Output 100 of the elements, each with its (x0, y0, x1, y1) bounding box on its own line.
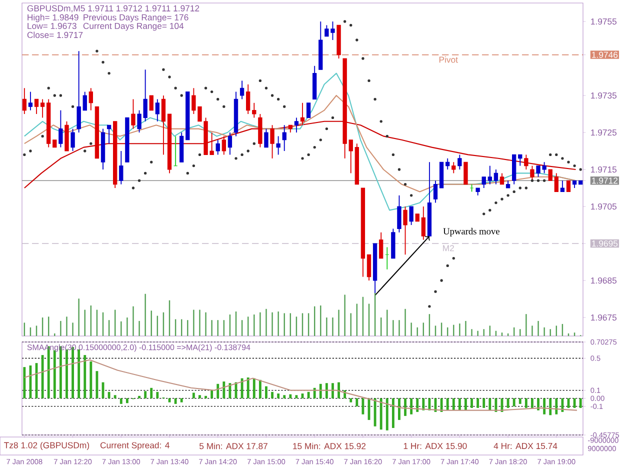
candlestick (240, 80, 244, 100)
candlestick (270, 124, 274, 159)
bar (482, 398, 486, 408)
candlestick (433, 180, 438, 204)
y-tick-label: 1.9746 (592, 52, 618, 58)
annotation: Close= 1.9717 (27, 32, 83, 38)
candlestick (252, 102, 256, 118)
bar (392, 398, 394, 428)
bar (258, 380, 262, 398)
bar (307, 392, 310, 398)
bar (53, 350, 56, 398)
candlestick (482, 176, 486, 188)
text: 5 Min: ADX 17.87 (200, 442, 268, 450)
line-series (24, 359, 578, 411)
bar (512, 398, 516, 406)
candlestick (131, 98, 136, 130)
candlestick (216, 139, 220, 156)
candlestick (452, 162, 456, 174)
bar (246, 377, 250, 398)
candlestick (222, 136, 226, 156)
candlestick (276, 136, 280, 156)
bar (228, 383, 232, 398)
bar (386, 398, 388, 430)
bar (524, 398, 528, 408)
candlestick (500, 172, 504, 185)
candlestick (70, 128, 75, 152)
candlestick (409, 206, 414, 226)
bar (476, 398, 480, 408)
bar (283, 395, 286, 398)
candlestick (458, 154, 462, 170)
y-tick-label: 1.9755 (591, 18, 617, 25)
candlestick (488, 165, 492, 185)
bar (84, 355, 86, 398)
candlestick (518, 154, 522, 166)
candlestick (106, 124, 112, 144)
bar (488, 398, 492, 410)
ref-line-label: Pivot (439, 56, 458, 63)
annotation: Low= 1.9673 (28, 22, 76, 29)
chart-title: GBPUSDm,M5 1.9711 1.9712 1.9711 1.9712 (27, 5, 200, 12)
bar (126, 398, 128, 404)
bar (446, 398, 449, 410)
text: Tz8 1.02 (GBPUSDm) (4, 442, 90, 450)
bar (108, 392, 110, 398)
candlestick (446, 158, 450, 170)
annotation: Current Days Range= 104 (83, 22, 184, 31)
text: 1 Hr: ADX 15.90 (404, 442, 467, 450)
candlestick (397, 194, 402, 233)
bar (561, 398, 564, 412)
candlestick (554, 172, 558, 192)
candlestick (22, 88, 27, 114)
bar (41, 355, 44, 398)
y-tick-label: 1.9705 (591, 203, 617, 210)
candlestick (282, 124, 286, 152)
candlestick (300, 102, 305, 126)
bar (204, 396, 207, 398)
candlestick (155, 98, 160, 122)
candlestick (560, 180, 565, 192)
bar (325, 383, 328, 398)
text: 15 Min: ADX 15.92 (293, 442, 366, 450)
candlestick (464, 162, 468, 185)
bar (518, 398, 522, 404)
bar (120, 398, 122, 404)
candlestick (119, 150, 124, 185)
bar (374, 398, 376, 426)
bar (362, 398, 364, 414)
bar (271, 392, 274, 398)
bar (555, 398, 558, 414)
bar (464, 398, 467, 410)
y-tick-label: 1.9725 (591, 129, 617, 136)
bar (356, 398, 358, 406)
candlestick (566, 180, 571, 192)
candlestick (28, 91, 33, 111)
bar (150, 388, 153, 398)
bar (543, 398, 546, 414)
candlestick (40, 98, 45, 118)
candlestick (228, 132, 232, 156)
bar (579, 398, 582, 408)
y-tick-label: 1.9695 (592, 240, 618, 247)
bar (398, 398, 400, 420)
annotation: Previous Days Range= 176 (84, 14, 188, 22)
candlestick (246, 84, 250, 114)
bar (198, 395, 201, 398)
y-tick-label: 1.9715 (591, 166, 617, 173)
bar (222, 381, 226, 398)
bar (138, 396, 140, 398)
y-tick-label: 1.9685 (591, 277, 617, 284)
candlestick (294, 117, 299, 133)
bar (114, 395, 116, 398)
bar (240, 378, 244, 398)
ref-line-label: M2 (443, 245, 454, 252)
candlestick (421, 206, 426, 240)
bar (428, 398, 431, 410)
bar (295, 395, 298, 398)
bar (410, 398, 413, 414)
bar (380, 398, 382, 430)
bar (549, 398, 552, 416)
bar (23, 367, 26, 398)
bar (338, 382, 340, 398)
text: 4 Hr: ADX 15.74 (494, 442, 558, 450)
candlestick (524, 154, 528, 170)
